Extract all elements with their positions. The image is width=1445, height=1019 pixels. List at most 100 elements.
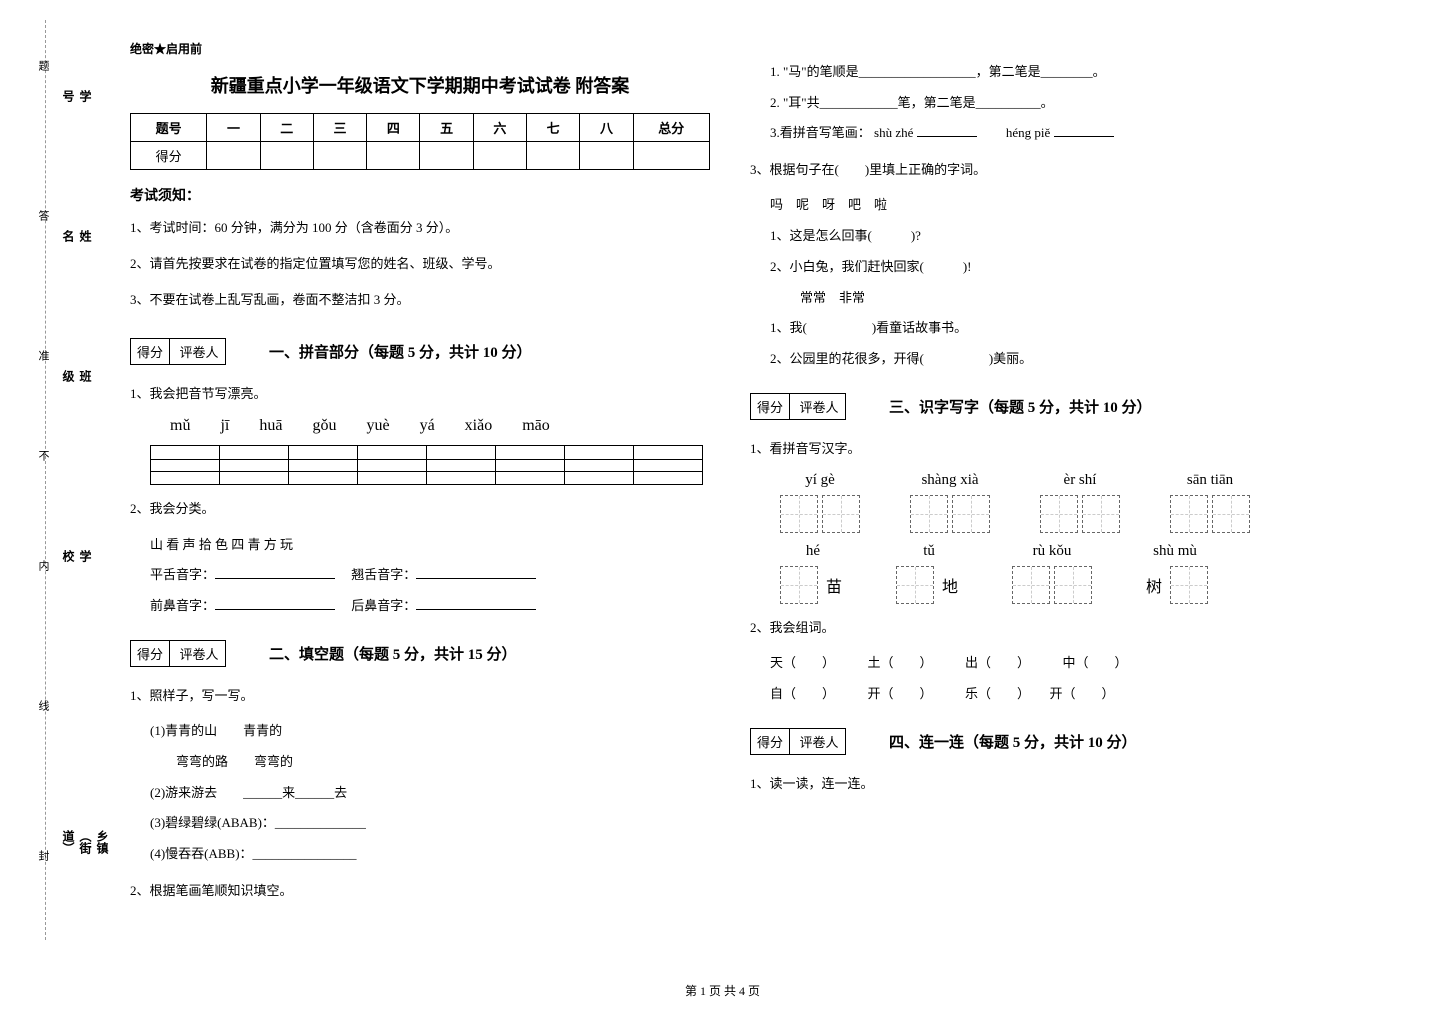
char-box (952, 495, 990, 533)
s3-q1: 1、看拼音写汉字。 (750, 437, 1330, 460)
label-xuehao: 学号 (60, 90, 94, 102)
blank (416, 594, 536, 610)
seal-char: 内 (35, 560, 51, 571)
right-column: 1. "马"的笔顺是__________________，第二笔是_______… (730, 40, 1350, 914)
section-1-title: 一、拼音部分（每题 5 分，共计 10 分） (269, 341, 532, 362)
notice-item: 3、不要在试卷上乱写乱画，卷面不整洁扣 3 分。 (130, 287, 710, 313)
td (260, 142, 313, 170)
char-group: shù mù 树 (1142, 543, 1208, 604)
th: 三 (313, 114, 366, 142)
s2r-item3: 3.看拼音写笔画： shù zhé héng piě (770, 121, 1330, 146)
td (313, 142, 366, 170)
pinyin: mǔ (170, 417, 190, 435)
pinyin: èr shí (1064, 472, 1097, 489)
pinyin-cell (150, 445, 220, 485)
s2-q1-1b: 弯弯的路 弯弯的 (150, 750, 710, 775)
notice-heading: 考试须知： (130, 185, 710, 205)
th: 七 (527, 114, 580, 142)
label: 翘舌音字： (351, 567, 416, 582)
blank (917, 121, 977, 137)
char-box (780, 566, 818, 604)
char-box (896, 566, 934, 604)
s1-q2-line: 前鼻音字： 后鼻音字： (150, 594, 710, 619)
seal-char: 答 (35, 210, 51, 221)
seal-char: 不 (35, 450, 51, 461)
s1-q2-line: 平舌音字： 翘舌音字： (150, 563, 710, 588)
s2r-q3: 3、根据句子在( )里填上正确的字词。 (750, 158, 1330, 181)
s1-q2: 2、我会分类。 (130, 497, 710, 520)
pinyin: rù kǒu (1033, 543, 1072, 560)
th: 总分 (633, 114, 709, 142)
td (580, 142, 633, 170)
td: 得分 (131, 142, 207, 170)
th: 题号 (131, 114, 207, 142)
s2-q1: 1、照样子，写一写。 (130, 684, 710, 707)
pinyin: huā (259, 417, 282, 435)
pinyin: māo (522, 417, 550, 435)
blank (1054, 121, 1114, 137)
s2r-q3-4: 2、公园里的花很多，开得( )美丽。 (770, 347, 1330, 372)
char-group: sān tiān (1170, 472, 1250, 533)
label: 后鼻音字： (351, 598, 416, 613)
pinyin-cell (357, 445, 427, 485)
th: 一 (207, 114, 260, 142)
s3-q2-row2: 自（ ） 开（ ） 乐（ ） 开（ ） (770, 682, 1330, 707)
s3-q2-row1: 天（ ） 土（ ） 出（ ） 中（ ） (770, 651, 1330, 676)
label-xingming: 姓名 (60, 230, 94, 242)
s1-q1: 1、我会把音节写漂亮。 (130, 382, 710, 405)
notice-item: 1、考试时间：60 分钟，满分为 100 分（含卷面分 3 分）。 (130, 215, 710, 241)
pinyin-row: mǔ jī huā gǒu yuè yá xiǎo māo (170, 417, 710, 435)
blank (215, 594, 335, 610)
char-boxes (1012, 566, 1092, 604)
exam-title: 新疆重点小学一年级语文下学期期中考试试卷 附答案 (130, 72, 710, 98)
pinyin-cell (426, 445, 496, 485)
td (473, 142, 526, 170)
pinyin: gǒu (312, 417, 336, 435)
char-boxes: 地 (896, 566, 962, 604)
pinyin-writing-grid (150, 445, 710, 485)
s2r-q3-2: 2、小白兔，我们赶快回家( )! (770, 255, 1330, 280)
seal-char: 封 (35, 850, 51, 861)
pinyin-cell (219, 445, 289, 485)
label: 平舌音字： (150, 567, 215, 582)
char-group: hé 苗 (780, 543, 846, 604)
pinyin-cell (633, 445, 703, 485)
char-prefix: 树 (1146, 573, 1162, 597)
char-row-1: yí gè shàng xià èr shí sān tiān (780, 472, 1330, 533)
section-3-title: 三、识字写字（每题 5 分，共计 10 分） (889, 396, 1152, 417)
s4-q1: 1、读一读，连一连。 (750, 772, 1330, 795)
label: 前鼻音字： (150, 598, 215, 613)
char-boxes (1170, 495, 1250, 533)
pinyin: yí gè (805, 472, 835, 489)
section-2-header: 得分 评卷人 二、填空题（每题 5 分，共计 15 分） (130, 625, 710, 672)
td (527, 142, 580, 170)
char-box (822, 495, 860, 533)
seal-char: 线 (35, 700, 51, 711)
score-label: 得分 (751, 394, 790, 419)
section-2-title: 二、填空题（每题 5 分，共计 15 分） (269, 643, 517, 664)
pinyin-cell (564, 445, 634, 485)
pinyin: héng piě (1006, 125, 1050, 140)
char-boxes: 树 (1142, 566, 1208, 604)
th: 六 (473, 114, 526, 142)
score-grader-box: 得分 评卷人 (130, 640, 226, 667)
section-4-header: 得分 评卷人 四、连一连（每题 5 分，共计 10 分） (750, 713, 1330, 760)
score-label: 得分 (131, 641, 170, 666)
char-box (780, 495, 818, 533)
s2-q1-3: (3)碧绿碧绿(ABAB)：______________ (150, 811, 710, 836)
char-group: yí gè (780, 472, 860, 533)
td (367, 142, 420, 170)
char-box (1170, 495, 1208, 533)
grader-label: 评卷人 (174, 641, 225, 666)
table-header-row: 题号 一 二 三 四 五 六 七 八 总分 (131, 114, 710, 142)
s2r-q3-opts1: 吗 呢 呀 吧 啦 (770, 193, 1330, 218)
s2-q2: 2、根据笔画笔顺知识填空。 (130, 879, 710, 902)
blank (215, 563, 335, 579)
notice-item: 2、请首先按要求在试卷的指定位置填写您的姓名、班级、学号。 (130, 251, 710, 277)
section-1-header: 得分 评卷人 一、拼音部分（每题 5 分，共计 10 分） (130, 323, 710, 370)
s2-q1-2: (2)游来游去 ______来______去 (150, 781, 710, 806)
s2r-item2: 2. "耳"共____________笔，第二笔是__________。 (770, 91, 1330, 116)
score-label: 得分 (131, 339, 170, 364)
char-box (1040, 495, 1078, 533)
blank (416, 563, 536, 579)
